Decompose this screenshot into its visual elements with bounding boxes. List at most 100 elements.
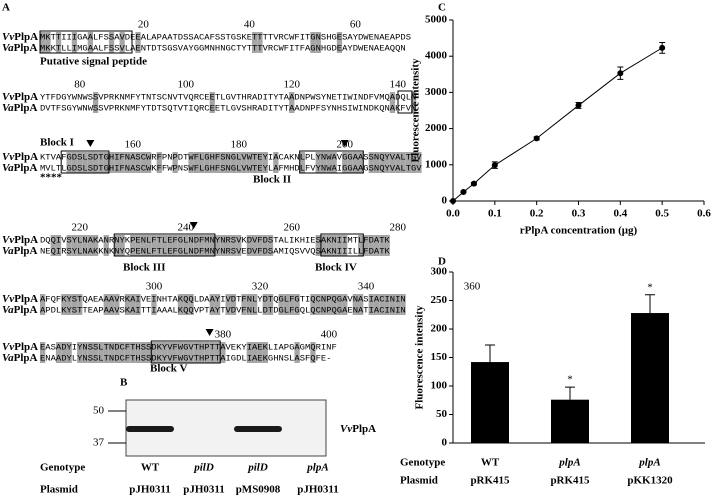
block-label: Block IV xyxy=(315,262,357,274)
panel-label: A xyxy=(2,2,10,14)
identity-shade xyxy=(225,235,231,256)
identity-shade xyxy=(45,32,51,53)
data-point xyxy=(450,198,456,204)
block-label: Putative signal peptide xyxy=(40,56,147,68)
motif-box xyxy=(113,233,216,257)
motif-box xyxy=(39,30,133,54)
sequence-name: VaPlpA xyxy=(2,42,38,54)
position-number: 20 xyxy=(138,19,150,31)
identity-shade xyxy=(177,294,184,315)
identity-shade xyxy=(246,342,252,363)
data-point xyxy=(659,44,666,51)
sequence: APDLKYSTTEAPAAVSKAITTIAAALKQQVPTAYTVDVFN… xyxy=(40,305,406,315)
identity-shade xyxy=(257,32,263,53)
position-number: 260 xyxy=(284,222,301,234)
identity-shade xyxy=(315,235,321,256)
identity-shade xyxy=(114,235,120,256)
identity-shade xyxy=(368,152,374,173)
identity-shade xyxy=(241,152,247,173)
position-number: 100 xyxy=(178,79,195,91)
position-number: 160 xyxy=(125,139,142,151)
y-tick-label: 5000 xyxy=(425,14,448,26)
identity-shade xyxy=(40,342,46,363)
identity-shade xyxy=(379,235,385,256)
position-number: 320 xyxy=(252,281,269,293)
y-tick-label: 0 xyxy=(442,437,448,449)
identity-shade xyxy=(289,294,295,315)
identity-shade xyxy=(373,235,380,256)
sequence-name: VvPlpA xyxy=(2,91,38,103)
identity-shade xyxy=(199,235,205,256)
sequence: ENAADYLYNSSLTNDCFTHSSDKYVFWGVTHPTTAIGDLI… xyxy=(40,353,332,363)
x-tick-label: plpA xyxy=(638,457,660,469)
identity-shade xyxy=(151,235,157,256)
identity-shade xyxy=(146,235,152,256)
identity-shade xyxy=(395,294,401,315)
identity-shade xyxy=(273,152,279,173)
arrowhead xyxy=(189,222,198,229)
x-axis-label: rPlpA concentration (μg) xyxy=(520,225,638,237)
block-label: **** xyxy=(40,172,63,184)
identity-shade xyxy=(177,342,184,363)
x-tick-label: 0.2 xyxy=(530,208,544,220)
identity-shade xyxy=(310,32,316,53)
identity-shade xyxy=(119,342,125,363)
identity-shade xyxy=(209,342,215,363)
sequence: KTVAFGDSLSDTGHIFNASCWRFPNPDTWFLGHFSNGLVW… xyxy=(40,152,422,162)
identity-shade xyxy=(193,235,199,256)
identity-shade xyxy=(172,152,178,173)
significance-mark: * xyxy=(647,281,653,293)
identity-shade xyxy=(199,342,205,363)
identity-shade xyxy=(55,342,62,363)
identity-shade xyxy=(214,342,221,363)
position-number: 240 xyxy=(178,222,195,234)
identity-shade xyxy=(177,235,184,256)
identity-shade xyxy=(98,342,104,363)
plasmid-label: pKK1320 xyxy=(627,475,673,487)
blot-band xyxy=(234,426,282,432)
identity-shade xyxy=(395,152,401,173)
identity-shade xyxy=(262,294,268,315)
identity-shade xyxy=(66,152,72,173)
identity-shade xyxy=(66,235,72,256)
identity-shade xyxy=(246,235,252,256)
identity-shade xyxy=(257,342,263,363)
identity-shade xyxy=(93,342,99,363)
identity-shade xyxy=(326,152,332,173)
arrowhead xyxy=(340,140,349,147)
identity-shade xyxy=(389,152,396,173)
position-number: 380 xyxy=(215,329,232,341)
data-point xyxy=(533,135,540,142)
identity-shade xyxy=(40,294,46,315)
identity-shade xyxy=(82,342,88,363)
plasmid: pJH0311 xyxy=(297,484,339,496)
y-tick-label: 200 xyxy=(431,323,448,335)
series-line xyxy=(452,47,663,202)
identity-shade xyxy=(384,152,390,173)
identity-shade xyxy=(214,235,221,256)
identity-shade xyxy=(40,32,46,53)
identity-shade xyxy=(278,294,284,315)
position-number: 220 xyxy=(72,222,89,234)
marker-label: 37 xyxy=(93,437,105,449)
identity-shade xyxy=(124,342,131,363)
identity-shade xyxy=(267,294,274,315)
identity-shade xyxy=(384,294,390,315)
sequence: AFQFKYSTQAEAAAVRKAIVEINHTAKQQLDAAYIVDTFN… xyxy=(40,294,406,304)
identity-shade xyxy=(188,152,194,173)
motif-box xyxy=(150,340,221,364)
x-tick-label: WT xyxy=(481,457,500,469)
row-title: Plasmid xyxy=(40,484,78,496)
identity-shade xyxy=(342,235,348,256)
identity-shade xyxy=(214,294,221,315)
identity-shade xyxy=(119,152,125,173)
identity-shade xyxy=(257,152,263,173)
identity-shade xyxy=(331,152,337,173)
identity-shade xyxy=(416,152,422,173)
identity-shade xyxy=(87,235,93,256)
position-number: 60 xyxy=(350,19,362,31)
identity-shade xyxy=(252,32,258,53)
panel-label: C xyxy=(438,2,446,14)
panel-label: D xyxy=(438,256,446,268)
x-tick-label: 0.5 xyxy=(655,208,669,220)
